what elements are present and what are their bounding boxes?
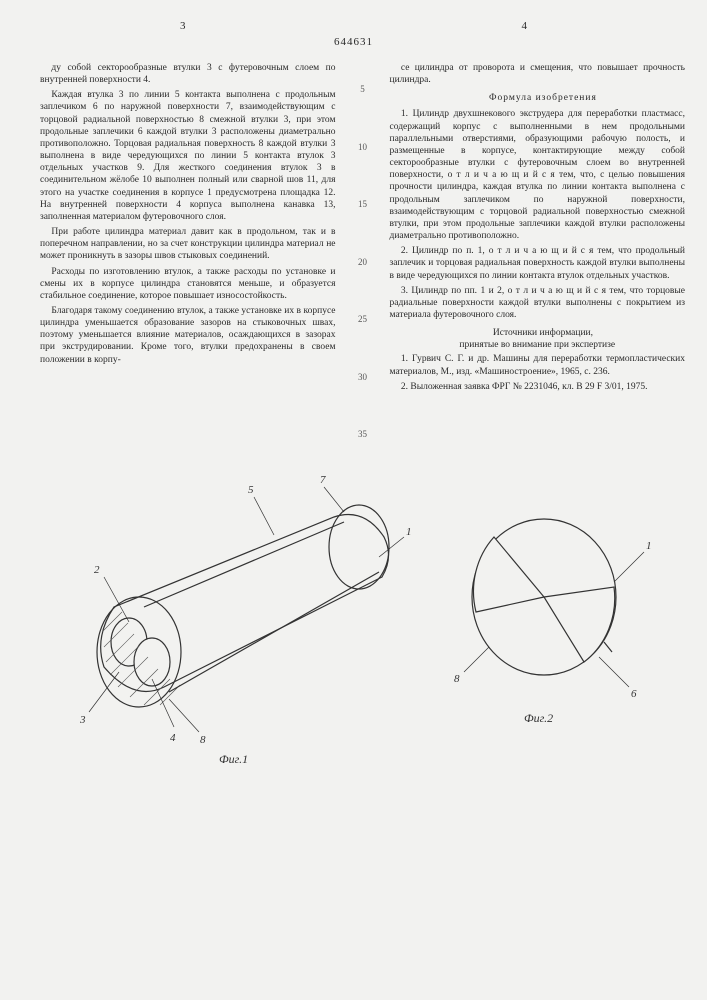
fig2-callout-6: 6 [631,688,637,700]
fig2-callout-1: 1 [646,540,652,552]
fig2-label: Фиг.2 [524,711,553,725]
right-column: се цилиндра от проворота и смещения, что… [390,62,686,441]
left-p2: Каждая втулка 3 по линии 5 контакта выпо… [40,89,336,223]
fig1-callout-1: 1 [406,526,412,538]
fig2-callout-8: 8 [454,673,460,685]
fig1-callout-8: 8 [200,734,206,746]
figures-svg: 7 5 2 3 4 8 1 Фиг.1 [44,457,664,767]
page-number-left: 3 [180,20,186,32]
left-column: ду собой секторообразные втулки 3 с футе… [40,62,336,441]
left-p5: Благодаря такому соединению втулок, а та… [40,305,336,366]
line-20: 20 [354,257,372,269]
page-number-row: 3 4 [40,20,667,32]
fig1-label: Фиг.1 [219,752,248,766]
right-p1: се цилиндра от проворота и смещения, что… [390,62,686,86]
left-p1: ду собой секторообразные втулки 3 с футе… [40,62,336,86]
line-5: 5 [354,84,372,96]
source-2: 2. Выложенная заявка ФРГ № 2231046, кл. … [390,381,686,393]
text-columns: ду собой секторообразные втулки 3 с футе… [40,62,667,441]
figure-1: 7 5 2 3 4 8 1 Фиг.1 [79,474,412,766]
page-number-right: 4 [522,20,528,32]
sources-title: Источники информации, принятые во вниман… [390,327,686,351]
line-number-gutter: 5 10 15 20 25 30 35 [354,62,372,441]
figures-block: 7 5 2 3 4 8 1 Фиг.1 [40,457,667,772]
patent-page: 3 4 644631 ду собой секторообразные втул… [0,0,707,1000]
fig1-callout-2: 2 [94,564,100,576]
fig1-callout-7: 7 [320,474,326,486]
fig1-callout-5: 5 [248,484,254,496]
document-number: 644631 [40,36,667,48]
claims-title: Формула изобретения [390,92,686,104]
line-15: 15 [354,199,372,211]
claim-2: 2. Цилиндр по п. 1, о т л и ч а ю щ и й … [390,245,686,281]
left-p4: Расходы по изготовлению втулок, а также … [40,266,336,302]
left-p3: При работе цилиндра материал давит как в… [40,226,336,262]
fig1-callout-4: 4 [170,732,176,744]
line-25: 25 [354,314,372,326]
claim-1: 1. Цилиндр двухшнекового экструдера для … [390,108,686,242]
line-30: 30 [354,372,372,384]
figure-2: 1 6 8 Фиг.2 [454,519,652,725]
source-1: 1. Гурвич С. Г. и др. Машины для перераб… [390,353,686,377]
line-35: 35 [354,429,372,441]
claim-3: 3. Цилиндр по пп. 1 и 2, о т л и ч а ю щ… [390,285,686,321]
line-10: 10 [354,142,372,154]
fig1-callout-3: 3 [79,714,86,726]
